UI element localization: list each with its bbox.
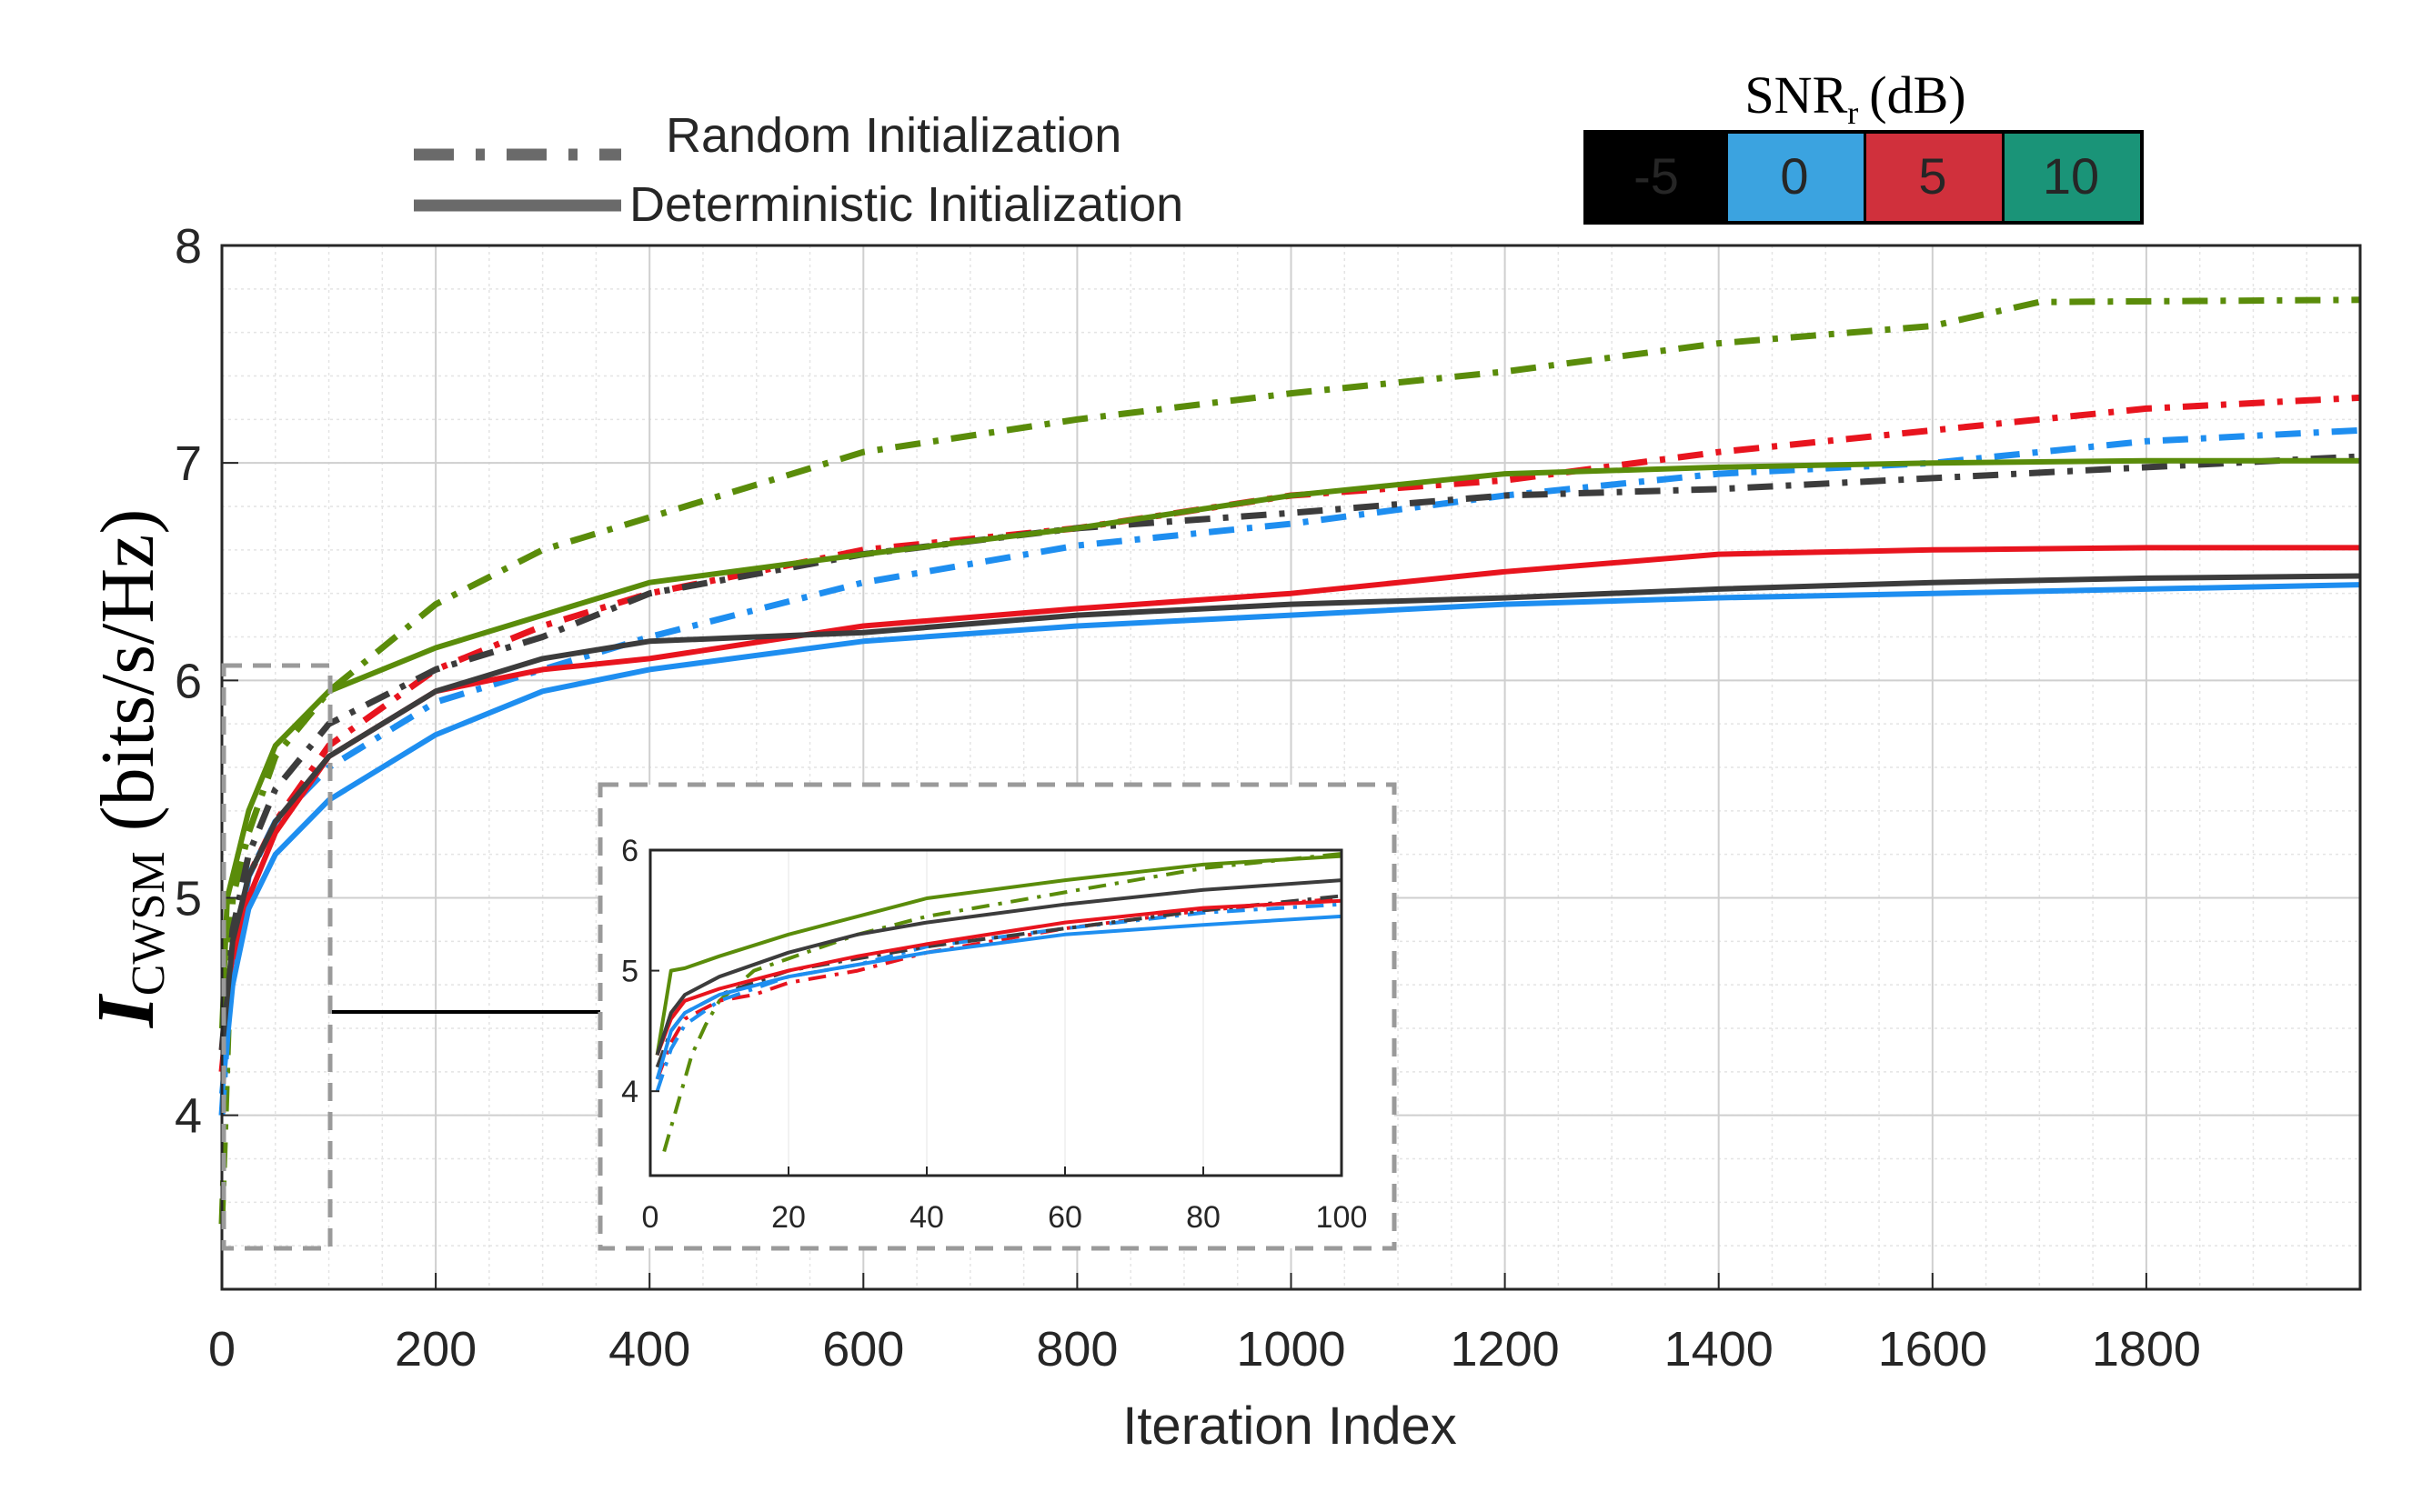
x-tick-labels: 0 200 400 600 800 1000 1200 1400 1600 1800	[208, 1273, 2201, 1377]
inset-x-tick-label: 20	[771, 1200, 806, 1235]
x-tick-label: 800	[1036, 1322, 1118, 1377]
snr-legend-title-main: SNR	[1744, 65, 1847, 125]
x-tick-label: 1000	[1236, 1322, 1345, 1377]
snr-legend-title-sub: r	[1847, 95, 1858, 131]
y-axis-label-main: I	[81, 993, 171, 1028]
snr-legend-title: SNRr (dB)	[1744, 65, 1965, 131]
y-tick-label: 5	[175, 872, 202, 926]
inset-plot-frame	[648, 848, 1343, 1177]
x-tick-label: 1600	[1878, 1322, 1987, 1377]
legend-deterministic-label: Deterministic Initialization	[629, 177, 1183, 232]
series-line	[218, 296, 2361, 1225]
snr-legend-swatch	[1587, 134, 1725, 221]
svg-text:ICWSM(bits/s/Hz): ICWSM (bits/s/Hz)	[81, 509, 175, 1029]
inset-x-tick-label: 100	[1316, 1200, 1368, 1235]
inset-x-tick-label: 80	[1186, 1200, 1221, 1235]
x-tick-label: 200	[395, 1322, 477, 1377]
series-line	[219, 457, 2360, 1029]
inset-y-tick-label: 4	[621, 1075, 638, 1109]
legend-random-label: Random Initialization	[666, 108, 1121, 163]
series-line	[219, 573, 2361, 1051]
inset-series-group	[655, 852, 1342, 1153]
y-axis-label-units: (bits/s/Hz)	[85, 509, 170, 832]
inset-series-line	[655, 914, 1342, 1080]
inset-series-line	[655, 854, 1342, 1056]
inset-series-line	[655, 896, 1342, 1080]
snr-legend-title-units: (dB)	[1869, 65, 1965, 125]
y-tick-label: 4	[175, 1089, 202, 1144]
inset-x-tick-label: 0	[642, 1200, 659, 1235]
y-axis-label-sub: CWSM	[123, 851, 175, 996]
x-tick-label: 1800	[2092, 1322, 2201, 1377]
x-tick-label: 400	[608, 1322, 690, 1377]
x-tick-label: 1400	[1664, 1322, 1774, 1377]
y-tick-label: 6	[175, 654, 202, 708]
snr-legend-label: 5	[1918, 147, 1946, 205]
inset-x-tick-label: 40	[910, 1200, 944, 1235]
snr-legend-swatch	[1866, 134, 2002, 221]
x-axis-label: Iteration Index	[1122, 1397, 1457, 1456]
inset-x-tick-label: 60	[1048, 1200, 1082, 1235]
snr-legend-swatch	[2005, 134, 2140, 221]
y-tick-label: 8	[175, 219, 202, 274]
x-tick-label: 600	[822, 1322, 904, 1377]
y-tick-label: 7	[175, 436, 202, 491]
inset-series-line	[655, 878, 1342, 1056]
inset-y-tick-label: 6	[621, 834, 638, 868]
x-tick-label: 1200	[1451, 1322, 1560, 1377]
inset-x-tick-labels: 0 20 40 60 80 100	[642, 1167, 1368, 1235]
inset-y-tick-label: 5	[621, 955, 638, 989]
inset-series-line	[655, 898, 1342, 1056]
y-tick-labels: 4 5 6 7 8	[175, 219, 238, 1144]
snr-legend-swatch	[1728, 134, 1864, 221]
series-line	[218, 453, 2361, 1051]
line-style-legend: Random Initialization Deterministic Init…	[414, 108, 1183, 232]
inset-y-tick-labels: 4 5 6	[621, 834, 659, 1109]
y-axis-label: ICWSM (bits/s/Hz)	[81, 509, 175, 1029]
snr-legend-label: -5	[1633, 147, 1679, 205]
inset-border	[598, 782, 1397, 1251]
main-series-group	[218, 296, 2361, 1225]
x-tick-label: 0	[208, 1322, 236, 1377]
inset-series-line	[662, 852, 1342, 1153]
snr-legend: SNRr (dB) -5 0 5 10	[1583, 65, 2144, 225]
snr-legend-label: 10	[2043, 147, 2099, 205]
snr-legend-label: 0	[1780, 147, 1808, 205]
zoom-region-box	[221, 663, 333, 1251]
snr-legend-entries: -5 0 5 10	[1583, 130, 2144, 225]
series-line	[219, 545, 2360, 1051]
series-line	[219, 582, 2361, 1095]
